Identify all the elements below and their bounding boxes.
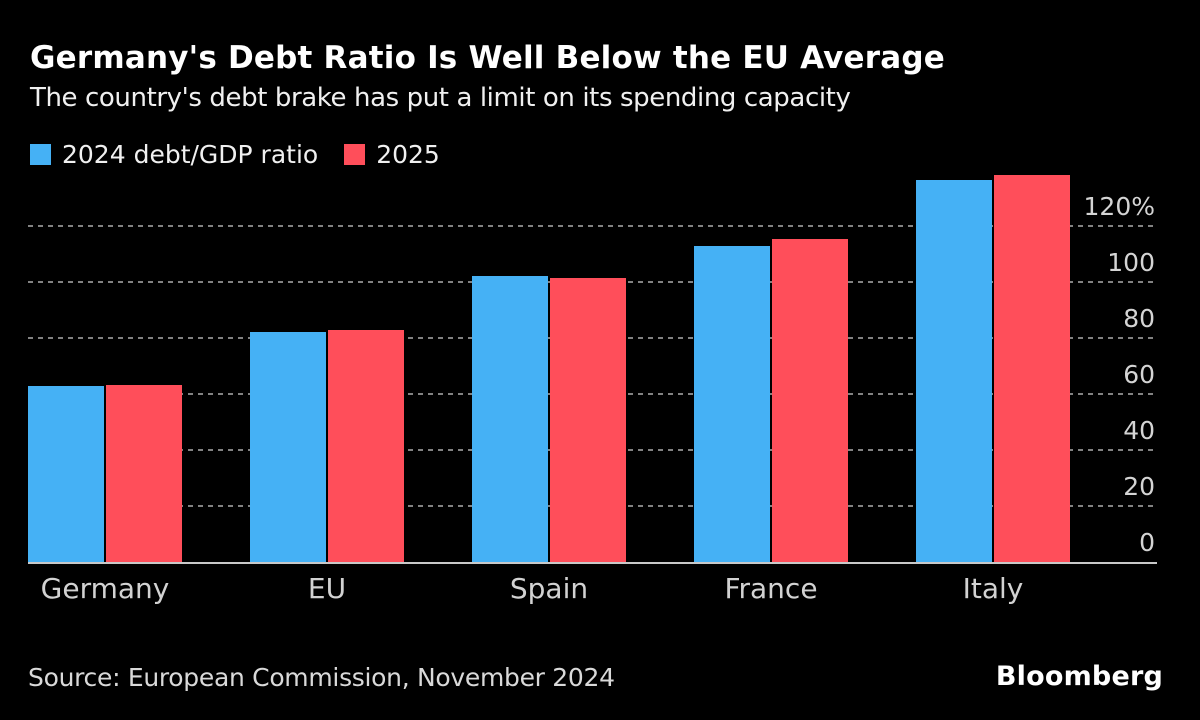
bar-italy-2024 (916, 179, 992, 562)
y-tick-label-80: 80 (1123, 304, 1155, 333)
bar-spain-2025 (550, 278, 626, 562)
plot-area: 0 20 40 60 80 100 120% Germany EU Spain France Ital… (28, 170, 1157, 605)
y-tick-label-60: 60 (1123, 360, 1155, 389)
bar-germany-2025 (106, 385, 182, 562)
source-note: Source: European Commission, November 20… (28, 663, 615, 692)
y-tick-label-40: 40 (1123, 416, 1155, 445)
chart-title: Germany's Debt Ratio Is Well Below the E… (30, 40, 946, 76)
y-tick-label-120: 120% (1083, 192, 1155, 221)
bar-france-2025 (772, 239, 848, 562)
bar-germany-2024 (28, 385, 104, 562)
bloomberg-logo: Bloomberg (995, 661, 1163, 692)
bar-eu-2024 (250, 332, 326, 562)
legend-item-2024: 2024 debt/GDP ratio (30, 140, 318, 169)
legend-swatch-2024 (30, 144, 51, 165)
legend-label-2024: 2024 debt/GDP ratio (62, 140, 319, 169)
x-axis-label-spain: Spain (509, 572, 589, 605)
legend-item-2025: 2025 (344, 140, 440, 169)
x-axis-label-italy: Italy (962, 572, 1024, 605)
bar-eu-2025 (328, 329, 404, 562)
legend-label-2025: 2025 (376, 140, 440, 169)
legend: 2024 debt/GDP ratio 2025 (30, 140, 466, 169)
y-tick-label-0: 0 (1139, 528, 1155, 557)
bar-italy-2025 (994, 175, 1070, 562)
gridline-120 (28, 225, 1157, 227)
chart-subtitle: The country's debt brake has put a limit… (30, 83, 851, 113)
y-tick-label-100: 100 (1107, 248, 1155, 277)
legend-swatch-2025 (344, 144, 366, 165)
x-axis-label-eu: EU (307, 572, 347, 605)
x-axis-line (28, 562, 1157, 564)
x-axis-label-germany: Germany (40, 572, 170, 605)
bar-spain-2024 (472, 275, 548, 562)
x-axis-label-france: France (724, 572, 818, 605)
y-tick-label-20: 20 (1123, 472, 1155, 501)
bar-france-2024 (694, 246, 770, 562)
